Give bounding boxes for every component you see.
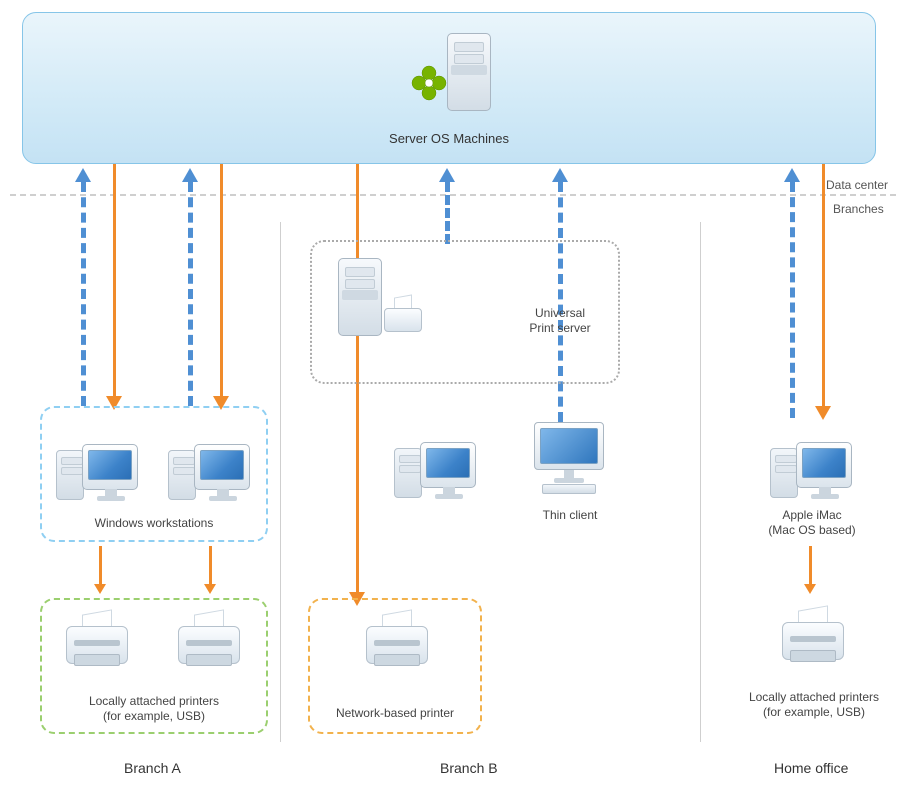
link-ws1-down (113, 164, 116, 398)
server-os-panel: Server OS Machines (22, 12, 876, 164)
link-ws1-up (81, 182, 86, 406)
workstations-label: Windows workstations (40, 516, 268, 531)
local-printers-a-label: Locally attached printers(for example, U… (40, 694, 268, 724)
divider-a-b (280, 222, 281, 742)
arrow-down-icon (804, 584, 816, 594)
home-office-title: Home office (774, 760, 848, 776)
link-imac-printer (809, 546, 812, 586)
arrow-up-icon (784, 168, 800, 182)
link-ups-up (445, 182, 450, 244)
branch-b-title: Branch B (440, 760, 498, 776)
arrow-down-icon (815, 406, 831, 420)
link-ws2-up (188, 182, 193, 406)
zone-divider (10, 194, 896, 196)
citrix-icon (409, 63, 449, 103)
link-ws2-printer (209, 546, 212, 586)
diagram-canvas: Server OS Machines Data center Branches (0, 0, 914, 798)
home-printers-label: Locally attached printers(for example, U… (726, 690, 902, 720)
link-imac-down (822, 164, 825, 408)
imac-label: Apple iMac(Mac OS based) (742, 508, 882, 538)
printer-icon (64, 614, 130, 674)
server-os-label: Server OS Machines (23, 131, 875, 146)
thin-client-label: Thin client (520, 508, 620, 523)
printer-icon (382, 298, 424, 338)
data-center-label: Data center (826, 178, 888, 192)
branch-a-title: Branch A (124, 760, 181, 776)
arrow-down-icon (94, 584, 106, 594)
ups-label: UniversalPrint server (510, 306, 610, 336)
printer-icon (176, 614, 242, 674)
printer-icon (780, 610, 846, 670)
thin-client-icon (530, 420, 608, 498)
imac-icon (770, 420, 852, 498)
arrow-up-icon (552, 168, 568, 182)
pc-icon (56, 422, 138, 500)
server-icon (441, 29, 501, 117)
arrow-up-icon (439, 168, 455, 182)
divider-b-home (700, 222, 701, 742)
link-ws2-down (220, 164, 223, 398)
branches-label: Branches (833, 202, 884, 216)
pc-icon (394, 420, 476, 498)
arrow-down-icon (204, 584, 216, 594)
link-ws1-printer (99, 546, 102, 586)
arrow-up-icon (182, 168, 198, 182)
pc-icon (168, 422, 250, 500)
arrow-up-icon (75, 168, 91, 182)
link-imac-up (790, 182, 795, 418)
printer-icon (364, 614, 430, 674)
network-printer-label: Network-based printer (308, 706, 482, 721)
